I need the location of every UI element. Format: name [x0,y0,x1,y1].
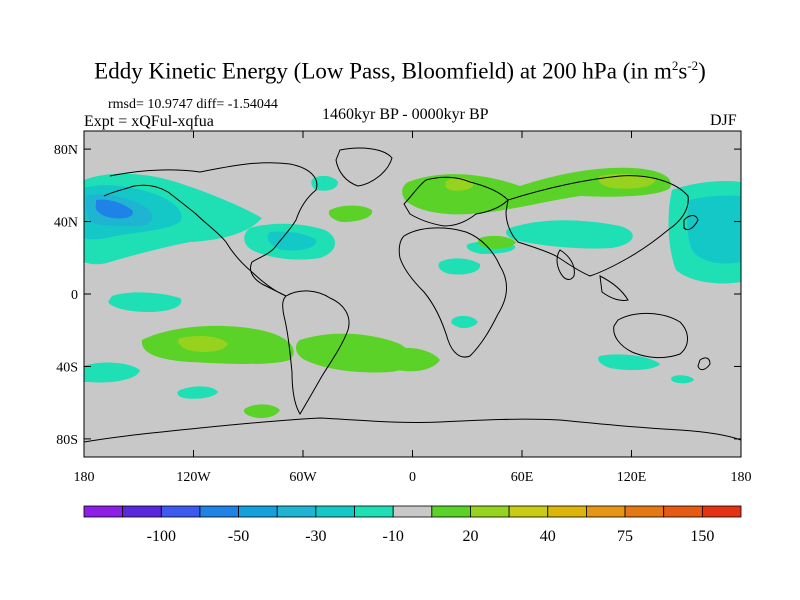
colorbar-swatch [547,505,587,518]
colorbar-swatch [315,505,355,518]
colorbar-label: 75 [617,528,633,545]
field-patch-sub-antarctic [243,404,280,418]
colorbar-label: -30 [305,528,326,545]
colorbar-swatch [160,505,201,518]
field-patch-southern-ocean-east [177,386,218,399]
field-patch-tropical-pacific [108,292,182,312]
colorbar: -100 -50 -30 -10 20 40 75 150 [83,505,742,545]
colorbar-label: 150 [690,528,714,545]
field-patch-southern-ocean-west [84,362,140,383]
field-patch-tasman [671,375,694,384]
y-tick-label: 40S [56,360,78,375]
x-tick-label: 120E [617,470,647,485]
axis-ticks: 180 120W 60W 0 60E 120E 180 80N 40N 0 40S 80S [54,131,752,485]
season-label: DJF [710,112,737,129]
x-tick-label: 180 [731,470,752,485]
field-patch-north-atlantic [328,205,373,222]
period-label: 1460kyr BP - 0000kyr BP [322,106,489,123]
field-patch-australia-south [598,354,660,371]
colorbar-swatch [701,505,742,518]
colorbar-swatch [663,505,703,518]
colorbar-swatch [276,505,317,518]
coast-greenland [335,147,393,187]
y-tick-label: 0 [71,288,78,303]
stats-label: rmsd= 10.9747 diff= -1.54044 [108,97,278,112]
coast-antarctica [84,417,741,443]
colorbar-label: 20 [462,528,478,545]
colorbar-label: -50 [228,528,249,545]
coast-asia [505,175,689,277]
experiment-label: Expt = xQFul-xqfua [84,113,214,130]
anomaly-field [84,167,741,418]
colorbar-swatch [470,505,510,518]
colorbar-swatch [238,505,278,518]
field-patch-indian-north [505,220,633,249]
colorbar-swatch [624,505,665,518]
coast-japan [683,215,699,231]
field-patch-atlantic-west-core [267,231,317,251]
field-patch-indian-south [451,315,478,329]
colorbar-label: -10 [383,528,404,545]
field-patch-south-america-east [295,333,412,373]
x-tick-label: 0 [409,470,416,485]
x-tick-label: 180 [74,470,95,485]
coast-north-america [103,162,318,297]
x-tick-label: 60W [289,470,317,485]
chart-title: Eddy Kinetic Energy (Low Pass, Bloomfiel… [94,58,706,84]
field-patch-npacific-deep [95,199,133,219]
coast-india [556,249,575,280]
colorbar-swatch [586,505,626,518]
coast-south-america [282,290,350,415]
y-tick-label: 80S [56,433,78,448]
x-tick-label: 120W [176,470,211,485]
coast-southeast-asia [599,275,629,301]
colorbar-swatch [83,505,124,518]
x-tick-label: 60E [511,470,534,485]
coast-new-zealand [697,357,711,371]
field-patch-south-pacific-core [178,336,228,352]
colorbar-swatch [431,505,471,518]
colorbar-swatch [392,505,433,518]
colorbar-swatch [508,505,549,518]
colorbar-label: -100 [147,528,176,545]
field-patch-south-atlantic [380,347,440,372]
y-tick-label: 40N [54,216,78,231]
y-tick-label: 80N [54,143,78,158]
field-patch-east-asia-core [687,195,741,264]
field-patch-labrador [311,175,338,191]
field-patch-mediterranean [478,235,516,249]
field-patch-central-atlantic [438,258,481,275]
field-patch-eurasia-core [598,173,656,189]
colorbar-swatch [199,505,239,518]
coast-africa [398,227,507,358]
coastlines [84,147,741,443]
colorbar-label: 40 [540,528,556,545]
coast-australia [613,312,688,359]
colorbar-swatch [354,505,394,518]
colorbar-swatch [122,505,162,518]
